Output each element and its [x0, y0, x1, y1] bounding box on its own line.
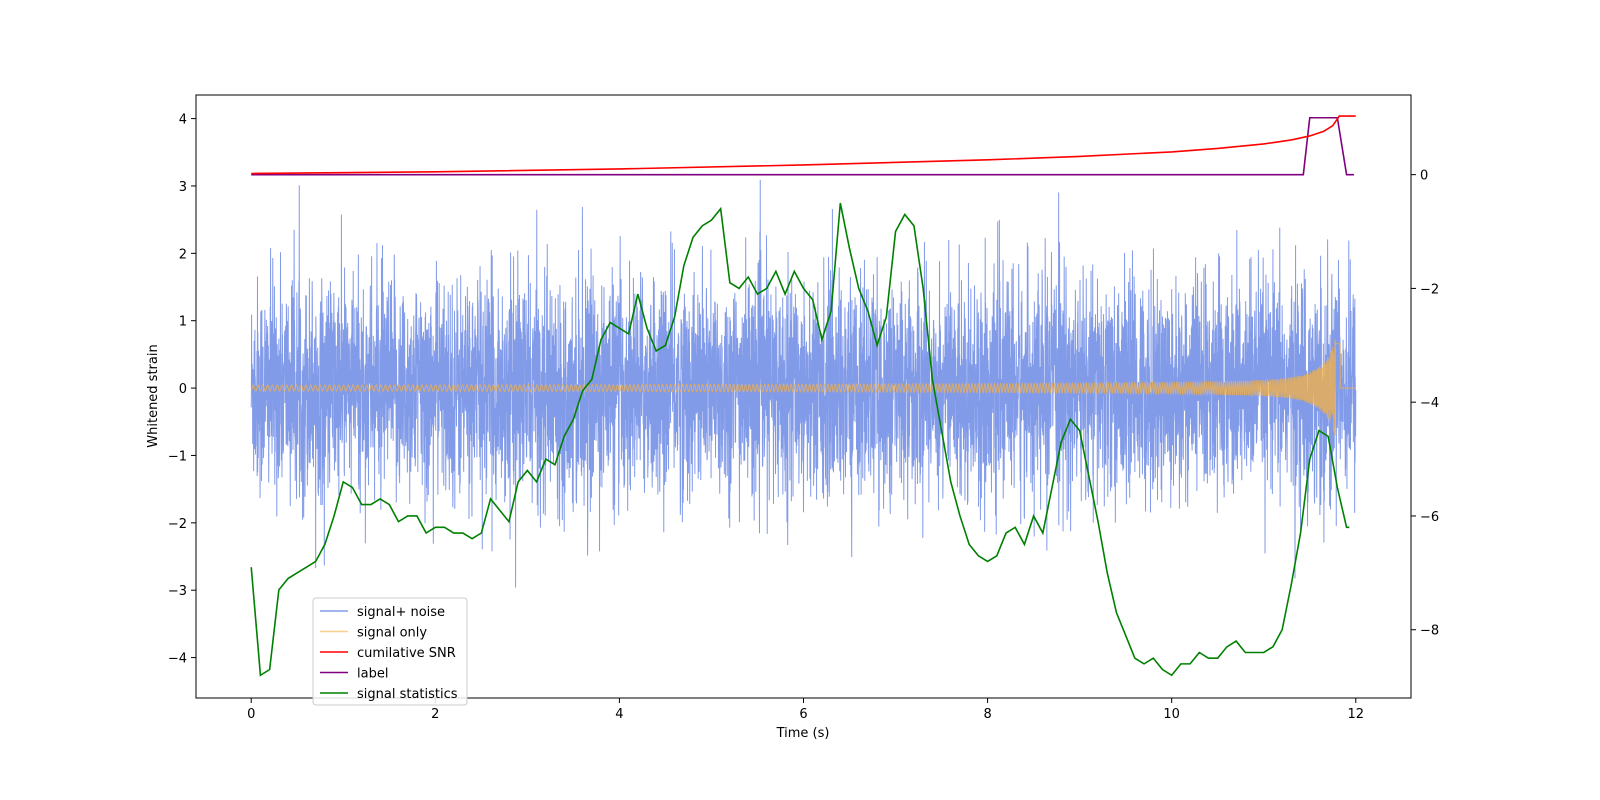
- legend-box: [312, 597, 468, 706]
- legend-signal-statistics-label: signal statistics: [357, 687, 458, 702]
- y-tick-label: −2: [168, 517, 187, 532]
- x-tick-label: 0: [247, 707, 255, 722]
- x-tick-label: 6: [799, 707, 807, 722]
- series-signal-only-line: [250, 339, 1356, 436]
- y-tick-label: −3: [168, 584, 187, 599]
- y2-tick-label: 0: [1420, 169, 1428, 184]
- x-tick-label: 12: [1347, 707, 1364, 722]
- x-tick-label: 8: [983, 707, 991, 722]
- y2-tick-label: −8: [1420, 624, 1439, 639]
- y-tick-label: 4: [179, 113, 187, 128]
- y-tick-label: −4: [168, 652, 187, 667]
- plot-area: [250, 115, 1357, 677]
- series-signal-plus-noise-line: [250, 179, 1357, 588]
- y-tick-label: 1: [179, 315, 187, 330]
- y-axis-right: −8 −6 −4 −2 0: [1411, 169, 1439, 639]
- y2-tick-label: −6: [1420, 510, 1439, 525]
- x-tick-label: 4: [615, 707, 623, 722]
- x-axis: 0 2 4 6 8 10 12: [247, 698, 1364, 722]
- legend-signal-only-label: signal only: [357, 626, 427, 641]
- series-signal-statistics-line: [250, 202, 1350, 677]
- y-tick-label: −1: [168, 449, 187, 464]
- x-tick-label: 2: [431, 707, 439, 722]
- y-tick-label: 0: [179, 382, 187, 397]
- legend-cumulative-snr-label: cumilative SNR: [357, 646, 456, 661]
- legend-label-label: label: [357, 667, 388, 682]
- y-axis-left: −4 −3 −2 −1 0 1 2 3 4: [168, 113, 196, 667]
- y-axis-label: Whitened strain: [146, 344, 161, 447]
- x-axis-label: Time (s): [776, 726, 830, 741]
- series-label-line: [251, 116, 1354, 176]
- y-tick-label: 2: [179, 247, 187, 262]
- y2-tick-label: −2: [1420, 282, 1439, 297]
- legend-signal-plus-noise-label: signal+ noise: [357, 605, 445, 620]
- y-tick-label: 3: [179, 180, 187, 195]
- series-cumulative-snr-line: [251, 115, 1356, 175]
- legend: signal+ noise signal only cumilative SNR la…: [312, 597, 468, 706]
- x-tick-label: 10: [1163, 707, 1180, 722]
- y2-tick-label: −4: [1420, 396, 1439, 411]
